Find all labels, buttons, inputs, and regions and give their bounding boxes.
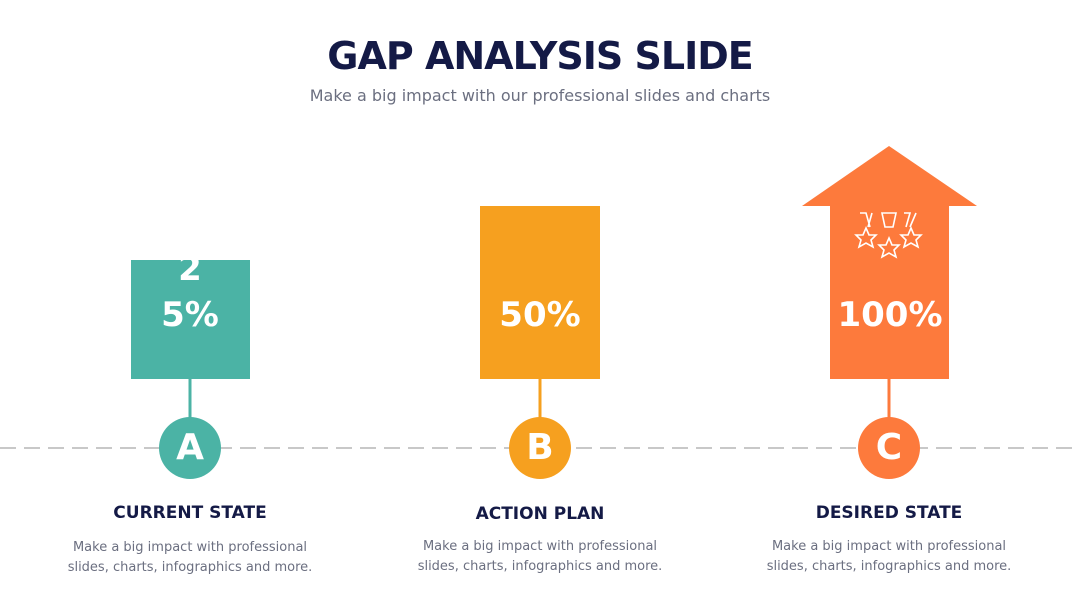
stage-heading: CURRENT STATE: [113, 503, 267, 523]
title: GAP ANALYSIS SLIDE: [327, 34, 753, 78]
box-c: [830, 206, 949, 379]
stage-value: 25%: [161, 249, 219, 335]
circle-c: [858, 417, 920, 479]
stage-letter: A: [176, 427, 204, 468]
stage-value: 50%: [499, 295, 581, 335]
box-b: [480, 206, 600, 379]
stage-letter: C: [875, 427, 903, 468]
stage-description: Make a big impact with professional slid…: [417, 539, 663, 574]
stage-value: 100%: [837, 295, 943, 335]
stems: [188, 379, 891, 418]
box-a: [131, 260, 250, 379]
stage-heading: ACTION PLAN: [475, 504, 605, 524]
subtitle: Make a big impact with our professional …: [309, 86, 771, 105]
circle-b: [509, 417, 571, 479]
stage-description: Make a big impact with professional slid…: [67, 540, 313, 575]
circle-a: [159, 417, 221, 479]
stage-letter: B: [526, 427, 554, 468]
arrow-head: [802, 146, 977, 206]
stage-heading: DESIRED STATE: [815, 503, 963, 523]
stage-description: Make a big impact with professional slid…: [766, 539, 1012, 574]
medal-icon: [854, 212, 923, 259]
